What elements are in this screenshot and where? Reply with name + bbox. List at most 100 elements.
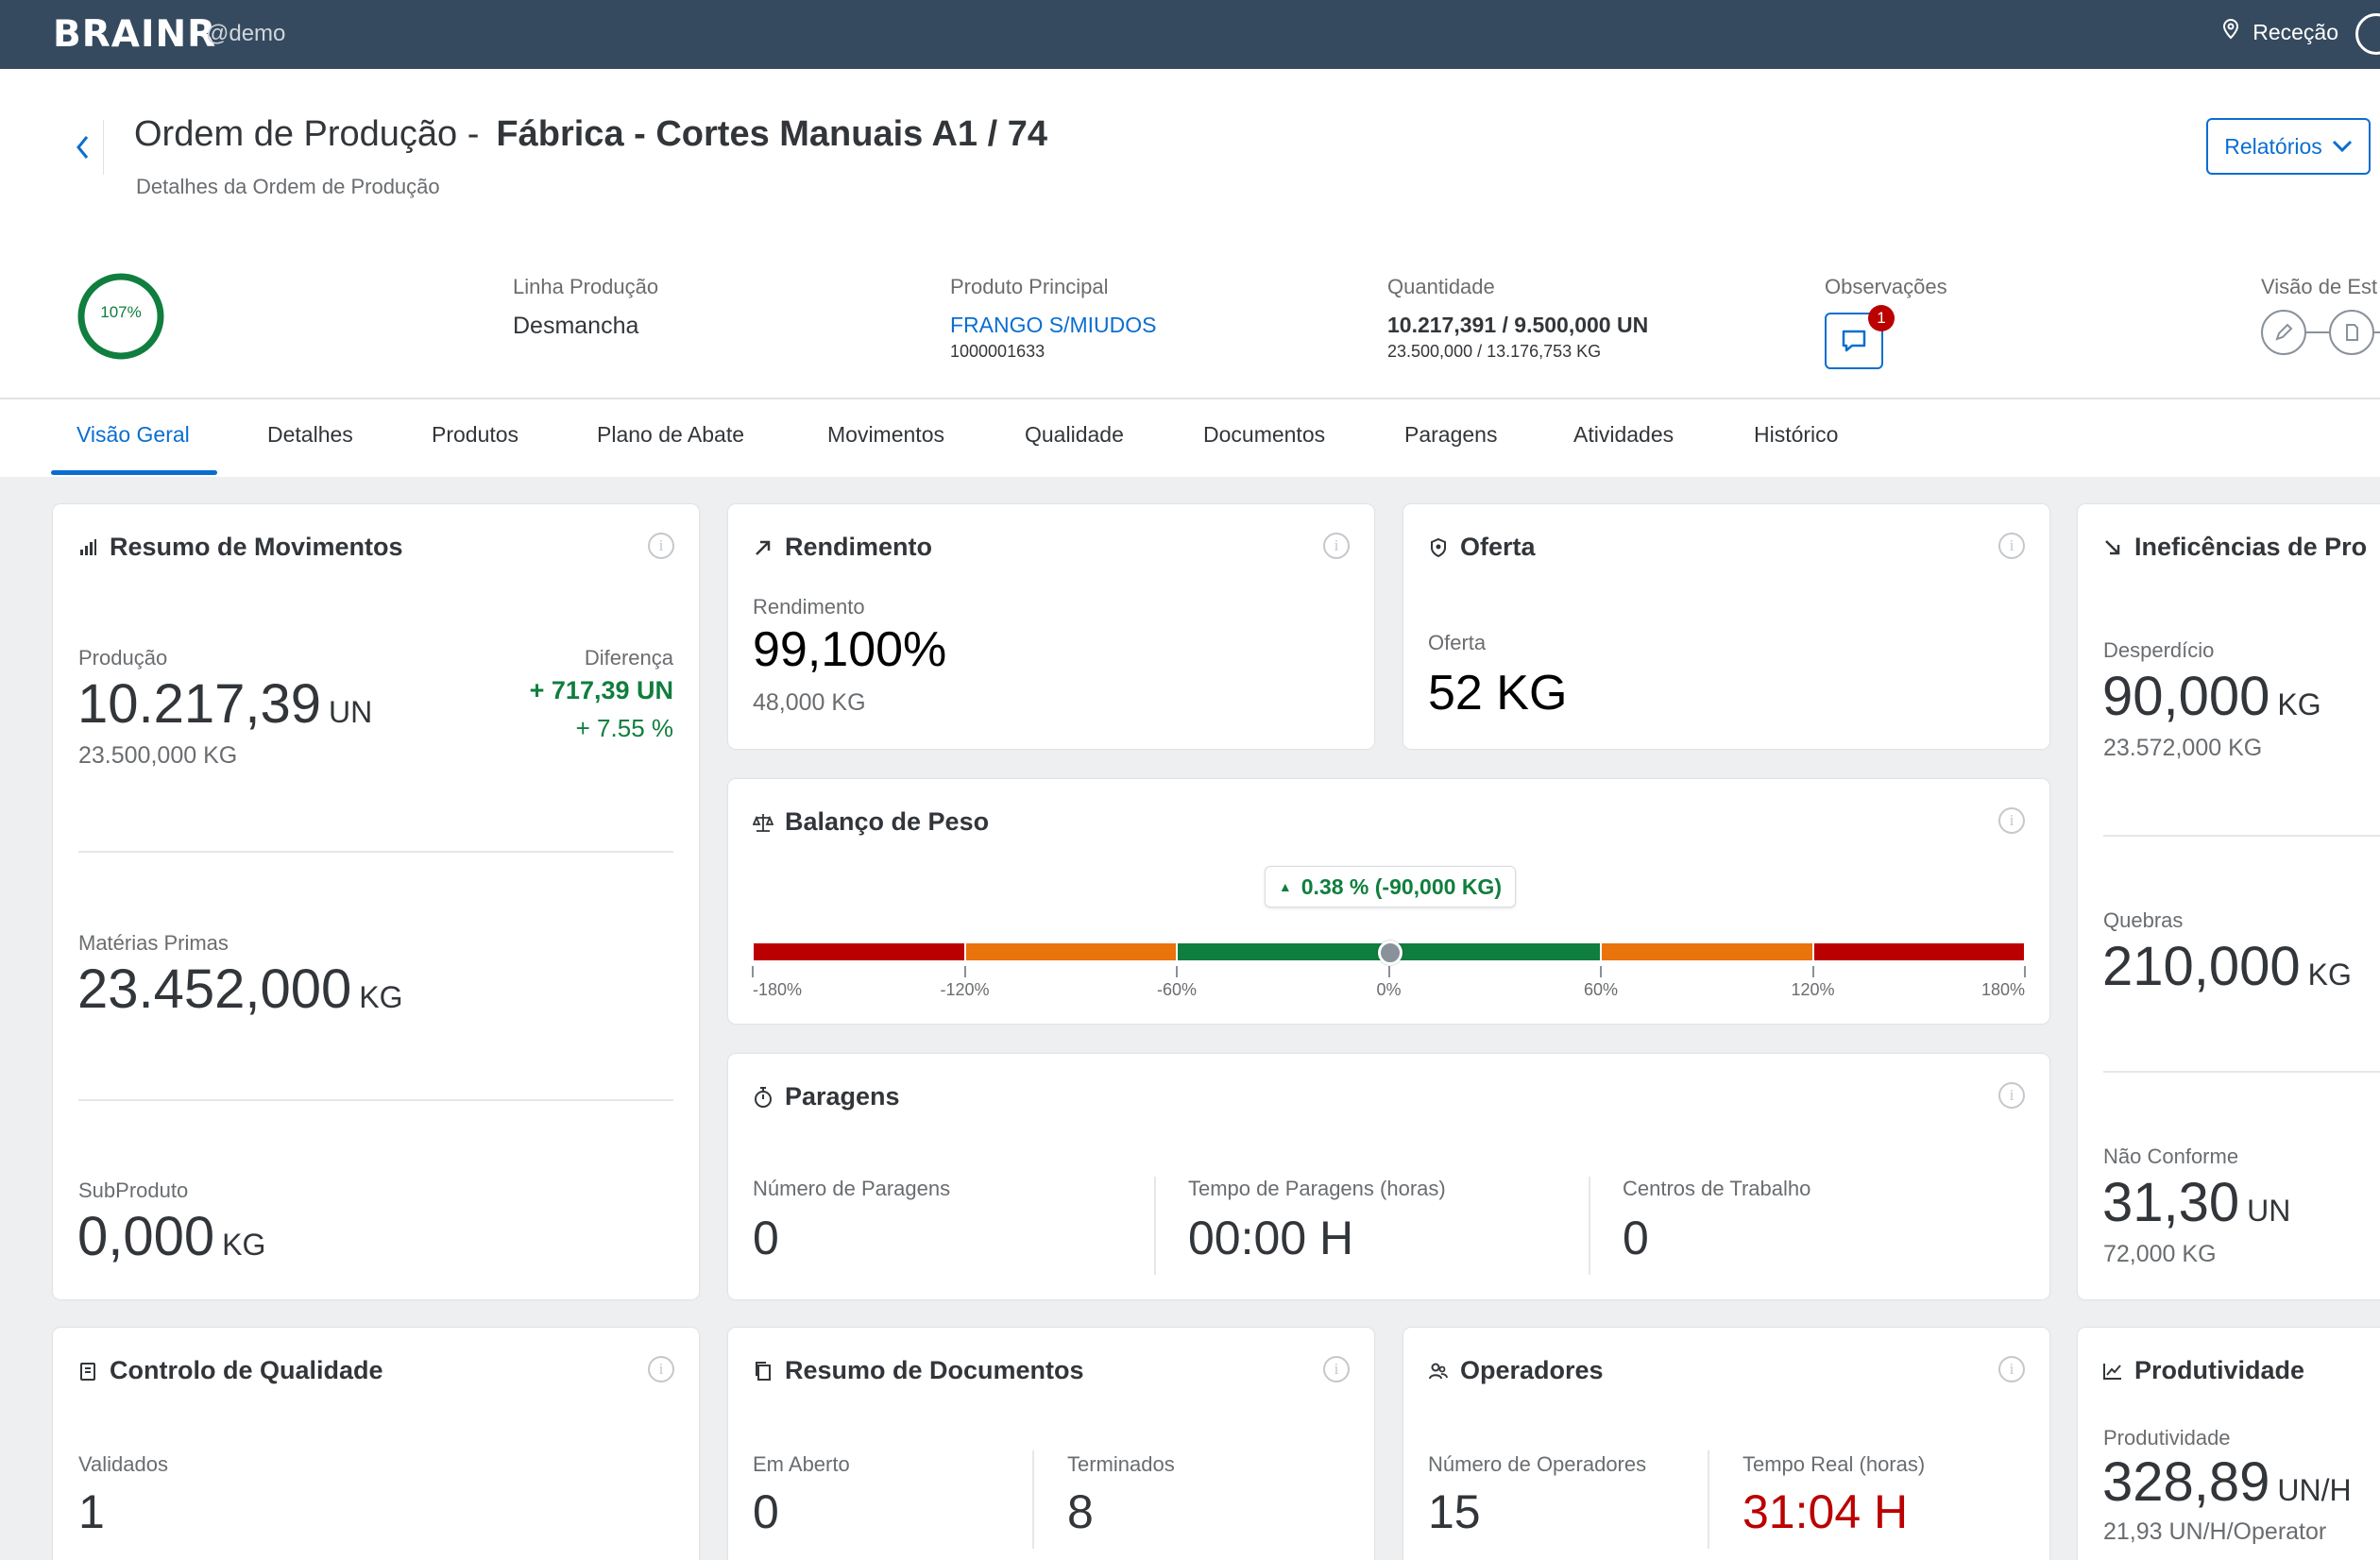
- gauge-tick-label: -180%: [753, 980, 803, 999]
- card-title-text: Rendimento: [785, 533, 933, 561]
- status-connector: [2374, 331, 2380, 333]
- card-title-text: Ineficências de Pro: [2134, 533, 2368, 561]
- progress-ring: [77, 273, 164, 360]
- back-button[interactable]: [60, 120, 104, 175]
- card-title: Operadores: [1428, 1356, 1604, 1385]
- tempo-real-label: Tempo Real (horas): [1742, 1452, 1926, 1476]
- kpi-label: Linha Produção: [513, 275, 659, 298]
- document-step-icon[interactable]: [2329, 310, 2374, 355]
- materias-label: Matérias Primas: [78, 931, 229, 955]
- nao-conforme-label: Não Conforme: [2103, 1145, 2239, 1168]
- tab-atividades[interactable]: Atividades: [1573, 422, 1674, 447]
- info-icon[interactable]: i: [1998, 1082, 2025, 1109]
- card-oferta: Oferta i Oferta 52 KG: [1403, 504, 2049, 749]
- info-icon[interactable]: i: [1998, 533, 2025, 559]
- info-icon[interactable]: i: [1323, 533, 1350, 559]
- tab-documentos[interactable]: Documentos: [1203, 422, 1326, 447]
- triangle-up-icon: ▲: [1278, 879, 1292, 894]
- numero-operadores-label: Número de Operadores: [1428, 1452, 1647, 1476]
- object-page-header: Ordem de Produção - Fábrica - Cortes Man…: [0, 69, 2380, 399]
- quebras-unit: KG: [2307, 958, 2352, 992]
- product-link[interactable]: FRANGO S/MIUDOS: [950, 313, 1157, 337]
- card-title-text: Operadores: [1460, 1356, 1604, 1384]
- people-icon: [1428, 1361, 1449, 1382]
- info-icon[interactable]: i: [648, 533, 674, 559]
- info-icon[interactable]: i: [648, 1356, 674, 1382]
- numero-paragens-label: Número de Paragens: [753, 1177, 951, 1200]
- kpi-label: Quantidade: [1387, 275, 1495, 298]
- tab-produtos[interactable]: Produtos: [432, 422, 519, 447]
- gauge-tick: [1811, 966, 1814, 977]
- status-flow: [2261, 310, 2380, 355]
- gauge-segment: [965, 943, 1176, 960]
- card-title: Ineficências de Pro: [2102, 533, 2367, 562]
- observations-badge: 1: [1868, 305, 1895, 331]
- user-avatar[interactable]: [2355, 13, 2380, 55]
- kpi-value: Desmancha: [513, 313, 639, 339]
- kpi-label: Visão de Est: [2261, 275, 2378, 298]
- tab-plano-de-abate[interactable]: Plano de Abate: [597, 422, 745, 447]
- location-selector[interactable]: Receção: [2222, 18, 2338, 45]
- tab-qualidade[interactable]: Qualidade: [1025, 422, 1124, 447]
- em-aberto-label: Em Aberto: [753, 1452, 850, 1476]
- info-icon[interactable]: i: [1323, 1356, 1350, 1382]
- kpi-label: Observações: [1825, 275, 1947, 298]
- divider: [1708, 1450, 1709, 1549]
- tab-detalhes[interactable]: Detalhes: [267, 422, 353, 447]
- card-title-text: Produtividade: [2134, 1356, 2305, 1384]
- gauge-tick: [1176, 966, 1178, 977]
- tab-historico[interactable]: Histórico: [1754, 422, 1839, 447]
- gauge-tick: [963, 966, 966, 977]
- card-title-text: Resumo de Documentos: [785, 1356, 1084, 1384]
- card-balanco-peso: Balanço de Peso i -180% -120% -60% 0% 60% 120…: [728, 779, 2049, 1024]
- card-operadores: Operadores i Número de Operadores 15 Tem…: [1403, 1328, 2049, 1560]
- numero-paragens-value: 0: [753, 1212, 779, 1264]
- gauge-tick-label: 120%: [1791, 980, 1835, 999]
- trend-down-icon: [2102, 537, 2123, 558]
- tab-paragens[interactable]: Paragens: [1404, 422, 1498, 447]
- divider: [2103, 835, 2380, 837]
- chevron-down-icon: [2332, 140, 2352, 153]
- observations-button[interactable]: [1825, 313, 1883, 369]
- kpi-produto-principal: Produto Principal FRANGO S/MIUDOS 100000…: [950, 275, 1157, 362]
- gauge-tick: [2024, 966, 2026, 977]
- quantity-value: 10.217,391 / 9.500,000 UN: [1387, 313, 1649, 337]
- card-ineficiencias: Ineficências de Pro Desperdício 90,000 KG…: [2078, 504, 2380, 1299]
- documents-icon: [753, 1361, 774, 1382]
- divider: [2103, 1071, 2380, 1073]
- nao-conforme-value: 31,30 UN: [2102, 1171, 2290, 1234]
- badge-icon: [1428, 537, 1449, 558]
- page-title: Ordem de Produção - Fábrica - Cortes Man…: [134, 114, 1047, 155]
- divider: [78, 1099, 673, 1101]
- balance-marker[interactable]: [1377, 941, 1402, 965]
- tab-visao-geral[interactable]: Visão Geral: [76, 422, 190, 447]
- tab-movimentos[interactable]: Movimentos: [827, 422, 944, 447]
- card-resumo-documentos: Resumo de Documentos i Em Aberto 0 Termi…: [728, 1328, 1374, 1560]
- desperdicio-label: Desperdício: [2103, 638, 2215, 662]
- card-rendimento: Rendimento i Rendimento 99,100% 48,000 K…: [728, 504, 1374, 749]
- location-label: Receção: [2252, 19, 2338, 44]
- materias-value: 23.452,000 KG: [77, 958, 403, 1021]
- info-icon[interactable]: i: [1998, 1356, 2025, 1382]
- status-connector: [2306, 331, 2329, 333]
- subproduto-unit: KG: [222, 1228, 266, 1262]
- tab-bar: Visão Geral Detalhes Produtos Plano de A…: [0, 399, 2380, 477]
- quebras-number: 210,000: [2102, 936, 2301, 997]
- diferenca-un: + 717,39 UN: [529, 676, 673, 704]
- quantity-secondary: 23.500,000 / 13.176,753 KG: [1387, 342, 1602, 361]
- card-title: Rendimento: [753, 533, 932, 562]
- edit-step-icon[interactable]: [2261, 310, 2306, 355]
- reports-button[interactable]: Relatórios: [2206, 118, 2371, 175]
- kpi-label: Produto Principal: [950, 275, 1109, 298]
- desperdicio-unit: KG: [2277, 687, 2321, 721]
- producao-number: 10.217,39: [77, 673, 322, 735]
- kpi-observacoes: Observações: [1825, 275, 1947, 313]
- info-icon[interactable]: i: [1998, 807, 2025, 834]
- nao-conforme-unit: UN: [2247, 1194, 2291, 1228]
- gauge-segment: [1602, 943, 1812, 960]
- subproduto-number: 0,000: [77, 1206, 215, 1267]
- brand-logo[interactable]: BRAINR: [53, 13, 217, 56]
- gauge-tick-label: 60%: [1583, 980, 1619, 999]
- location-pin-icon: [2222, 18, 2239, 45]
- divider: [1589, 1177, 1590, 1275]
